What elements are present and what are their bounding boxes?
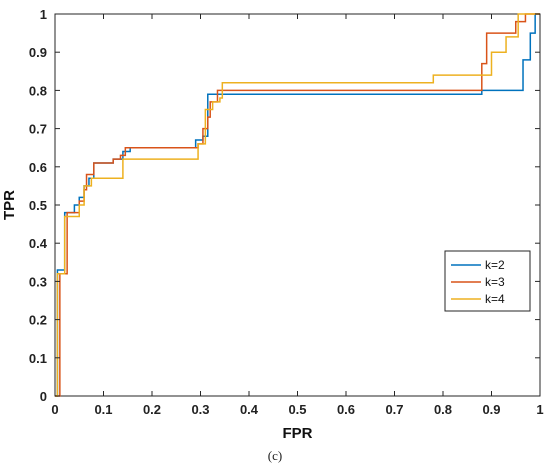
- y-tick-label: 1: [40, 7, 47, 22]
- x-tick-label: 0: [51, 402, 58, 417]
- x-tick-label: 0.2: [143, 402, 161, 417]
- legend-label-2: k=3: [485, 275, 505, 289]
- x-tick-label: 0.4: [240, 402, 259, 417]
- legend-label-3: k=4: [485, 292, 505, 306]
- legend-box: [444, 250, 531, 312]
- roc-curve-series-3: [55, 13, 540, 397]
- x-tick-label: 0.7: [385, 402, 403, 417]
- figure-caption: (c): [267, 448, 283, 463]
- x-tick-label: 0.3: [191, 402, 209, 417]
- roc-curves: [55, 13, 540, 397]
- plot-frame: [54, 13, 541, 397]
- legend-label-1: k=2: [485, 258, 505, 272]
- y-tick-label: 0.1: [29, 351, 47, 366]
- y-tick-label: 0.8: [29, 83, 47, 98]
- x-tick-label: 1: [536, 402, 543, 417]
- y-tick-label: 0.7: [29, 122, 47, 137]
- y-tick-label: 0.9: [29, 45, 47, 60]
- x-axis-label: FPR: [283, 425, 313, 442]
- x-tick-label: 0.5: [288, 402, 306, 417]
- x-axis-ticks: 0 0.1 0.2 0.3 0.4 0.5 0.6 0.7 0.8 0.9 1: [51, 14, 544, 417]
- y-tick-label: 0: [40, 389, 47, 404]
- x-tick-label: 0.6: [337, 402, 355, 417]
- x-tick-label: 0.1: [94, 402, 112, 417]
- roc-chart: 0 0.1 0.2 0.3 0.4 0.5 0.6 0.7 0.8 0.9 1 0 0.1 0.2 0.3…: [1, 7, 544, 442]
- y-tick-label: 0.2: [29, 313, 47, 328]
- y-tick-label: 0.6: [29, 160, 47, 175]
- y-axis-ticks: 0 0.1 0.2 0.3 0.4 0.5 0.6 0.7 0.8 0.9 1: [29, 7, 540, 404]
- x-tick-label: 0.8: [434, 402, 452, 417]
- y-tick-label: 0.3: [29, 274, 47, 289]
- plot-area: [54, 13, 541, 397]
- y-axis-label: TPR: [1, 190, 18, 220]
- y-tick-label: 0.5: [29, 198, 47, 213]
- legend: k=2 k=3 k=4: [444, 250, 531, 312]
- roc-curve-series-2: [55, 13, 540, 397]
- y-tick-label: 0.4: [29, 236, 48, 251]
- x-tick-label: 0.9: [482, 402, 500, 417]
